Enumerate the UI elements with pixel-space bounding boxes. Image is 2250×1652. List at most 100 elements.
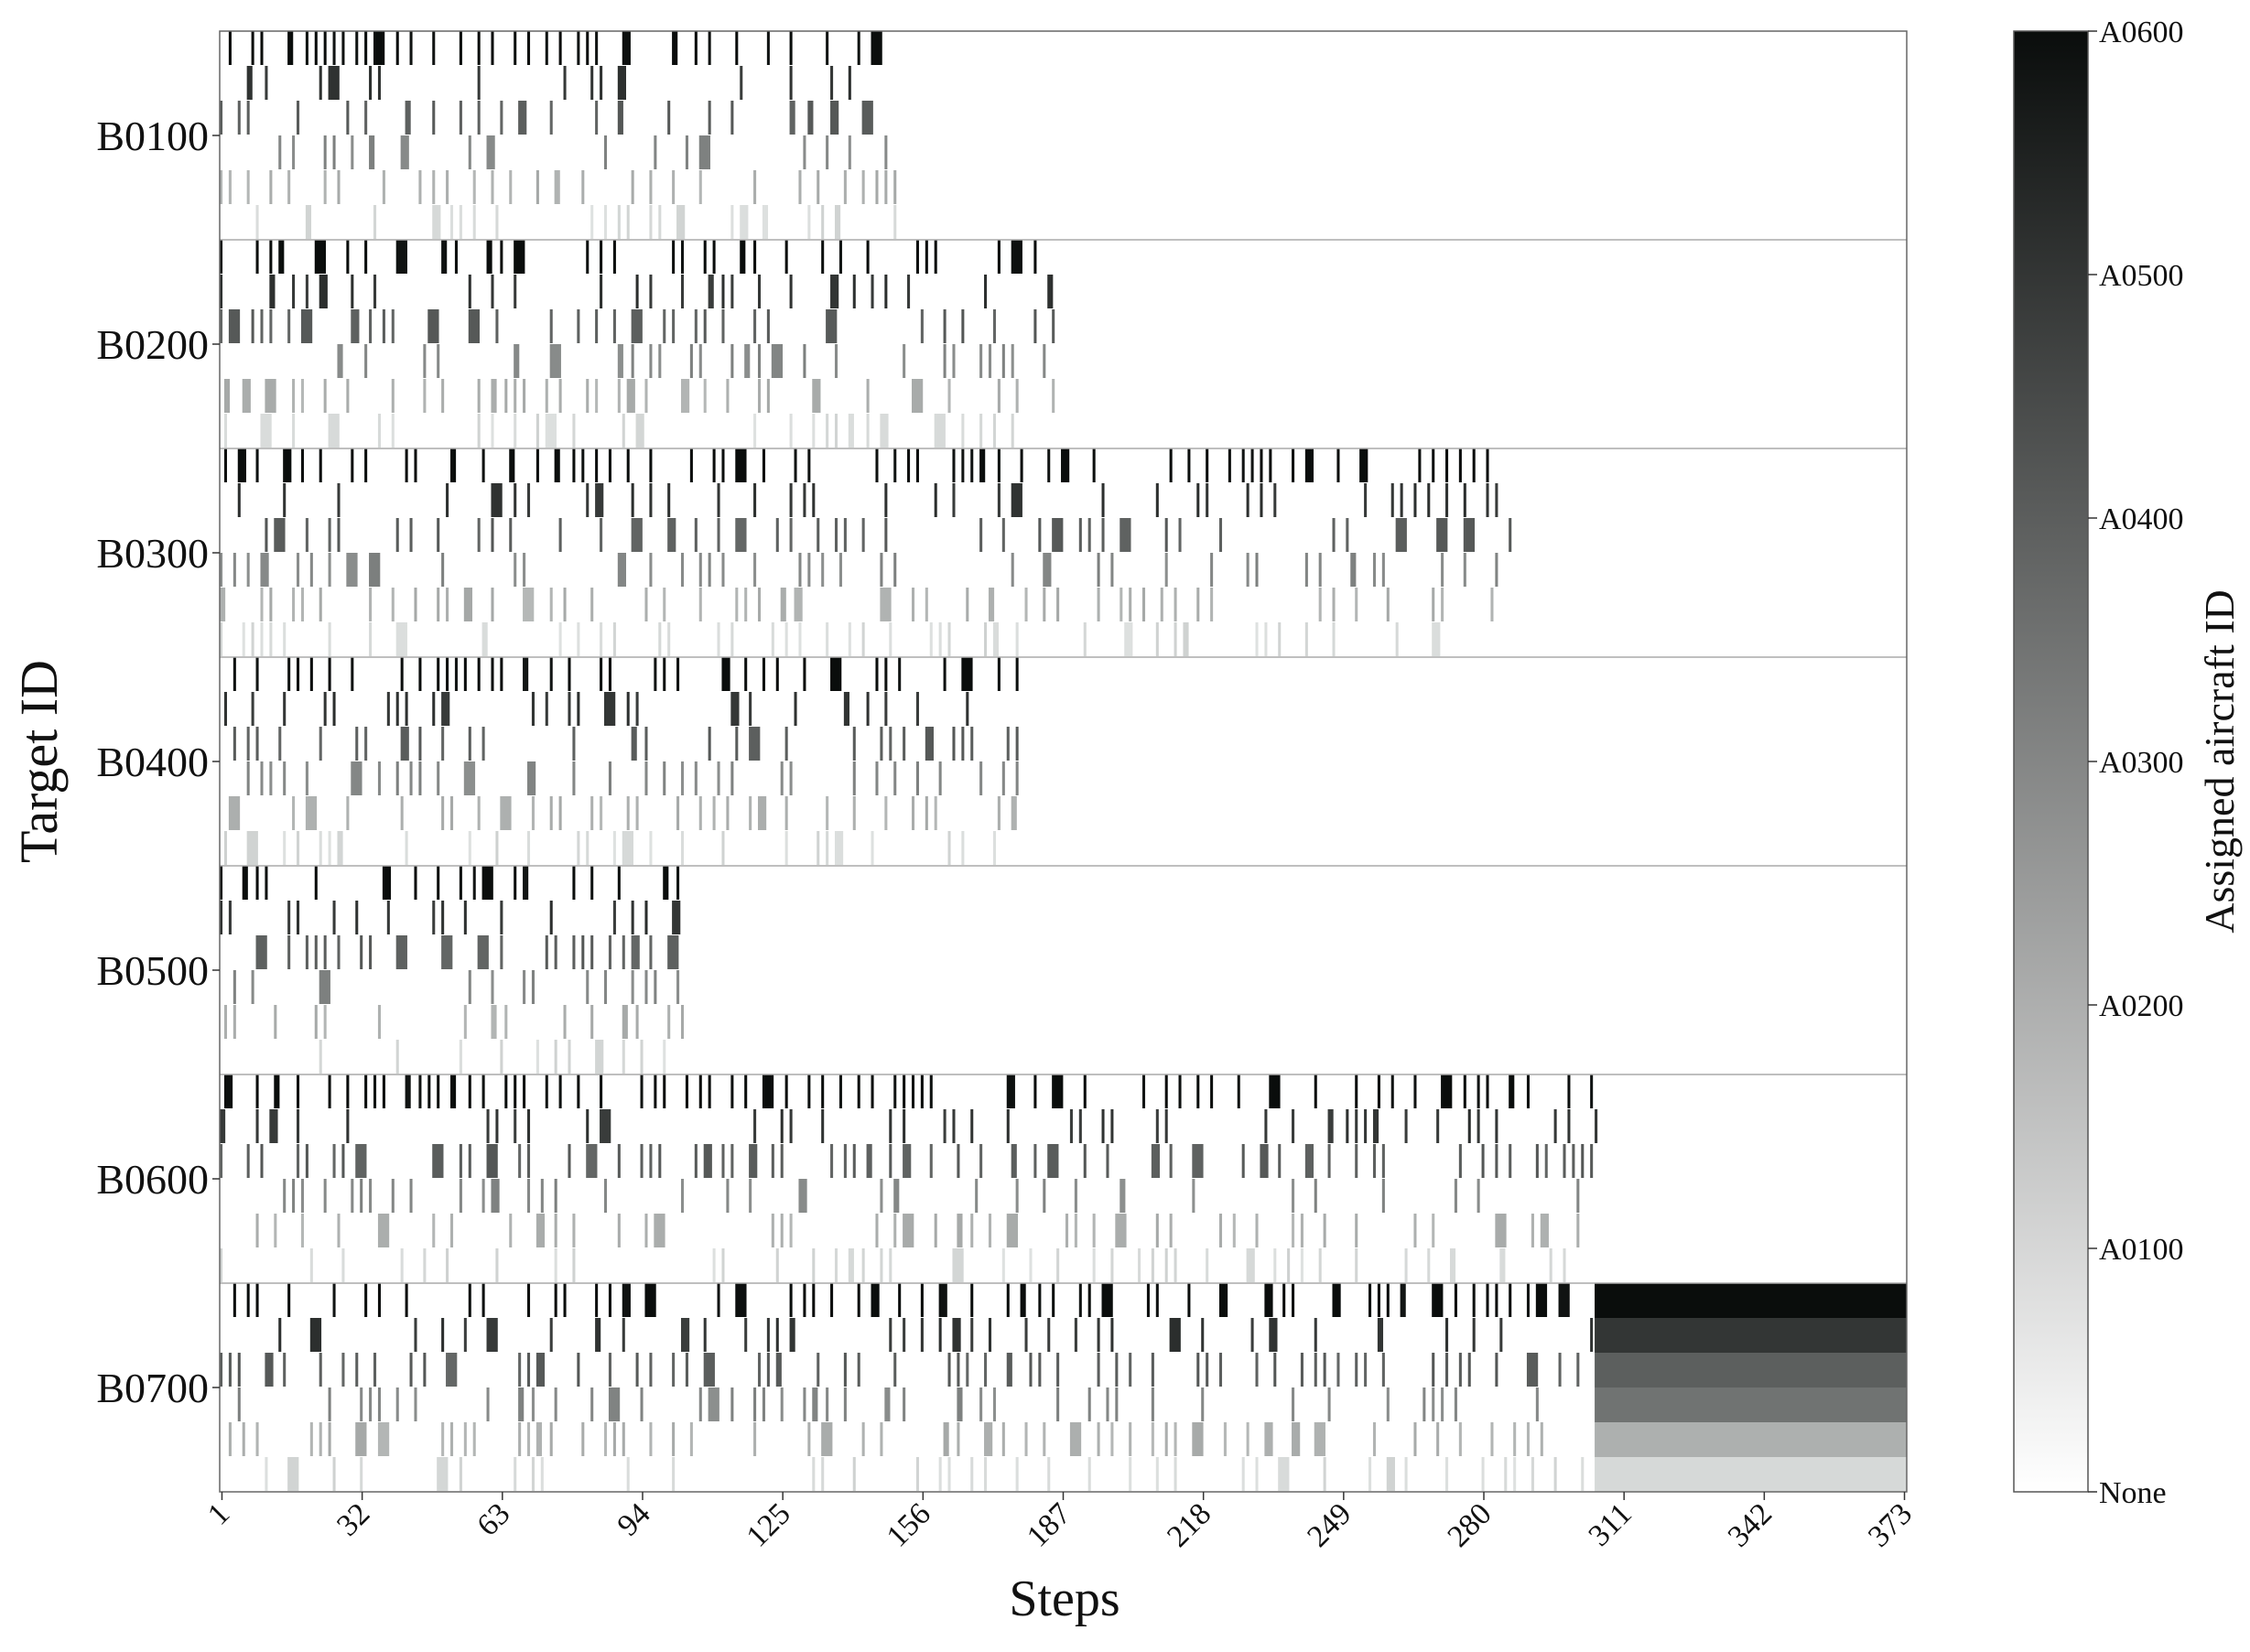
assignment-cell [943,309,947,343]
x-tick-label: 280 [1441,1496,1498,1553]
assignment-cell [1336,448,1340,482]
assignment-cell [784,796,788,830]
assignment-cell [572,935,576,969]
assignment-cell [590,1387,594,1421]
assignment-cell [432,101,436,135]
assignment-cell [346,379,350,413]
assignment-cell [535,170,539,204]
assignment-cell [577,309,580,343]
assignment-cell [830,1283,834,1317]
assignment-cell [694,761,698,795]
assignment-cell [603,1179,608,1213]
assignment-cell [1273,1248,1277,1282]
assignment-cell [1169,448,1173,482]
assignment-cell [1495,1353,1498,1387]
assignment-cell [595,101,599,135]
assignment-cell [558,796,562,830]
assignment-cell [943,1109,947,1143]
assignment-cell [812,1457,816,1491]
assignment-cell [563,1005,567,1039]
assignment-cell [1454,1283,1457,1317]
assignment-cell [721,448,725,482]
x-tick-label: 311 [1583,1496,1639,1552]
assignment-cell [223,831,227,865]
assignment-cell [260,1144,264,1178]
assignment-cell [1381,553,1385,587]
assignment-cell [735,518,747,552]
assignment-cell [957,1422,960,1456]
assignment-cell [1553,1457,1557,1491]
assignment-cell [622,31,631,65]
assignment-cell [595,1318,601,1352]
assignment-cell [554,1040,557,1074]
assignment-cell [1292,1109,1295,1143]
assignment-cell [305,761,308,795]
assignment-cell [441,692,450,726]
assignment-cell [386,901,390,934]
assignment-cell [287,901,291,934]
assignment-cell [255,727,259,761]
assignment-cell [821,1457,825,1491]
assignment-cell [1078,1109,1082,1143]
assignment-cell [500,935,503,969]
assignment-cell [446,1353,458,1387]
assignment-cell [603,692,616,726]
assignment-cell [558,622,562,656]
assignment-cell [1155,1214,1159,1247]
assignment-cell [871,1283,880,1317]
assignment-cell [1241,448,1245,482]
assignment-cell [821,240,825,274]
assignment-cell [1300,1214,1303,1247]
assignment-cell [848,414,854,448]
assignment-cell [369,135,375,169]
assignment-cell [1535,1387,1539,1421]
assignment-cell [600,796,603,830]
assignment-cell [938,1457,942,1491]
assignment-cell [1255,553,1259,587]
assignment-cell [988,1214,992,1247]
assignment-cell [649,483,653,517]
assignment-cell [730,344,734,378]
assignment-cell [1183,622,1189,656]
assignment-cell [1001,1248,1005,1282]
assignment-cell [1558,1283,1570,1317]
assignment-cell [1563,1248,1566,1282]
assignment-cell [454,240,458,274]
assignment-cell [663,309,666,343]
assignment-cell [1011,1144,1017,1178]
assignment-cell [826,309,838,343]
assignment-cell [586,483,590,517]
assignment-cell [834,414,838,448]
assignment-cell [459,31,462,65]
assignment-cell [535,448,539,482]
assignment-cell [961,448,965,482]
assignment-cell [672,901,681,934]
assignment-cell [477,796,481,830]
assignment-cell [1155,622,1159,656]
assignment-cell [391,588,395,621]
assignment-cell [654,970,657,1004]
assignment-cell [708,101,711,135]
assignment-cell [446,1248,449,1282]
assignment-cell [784,831,788,865]
assignment-cell [287,1283,291,1317]
assignment-cell [523,657,529,691]
assignment-cell [486,240,492,274]
assignment-cell [1364,1353,1368,1387]
assignment-cell [1413,483,1417,517]
assignment-cell [721,1248,725,1282]
assignment-cell [852,727,856,761]
assignment-cell [437,657,440,691]
assignment-cell [1445,1318,1449,1352]
assignment-cell [717,1283,720,1317]
assignment-cell [554,1214,557,1247]
assignment-cell [1129,1353,1132,1387]
assignment-cell [459,1144,462,1178]
assignment-cell [481,866,493,900]
assignment-cell [414,1387,417,1421]
assignment-cell [938,1318,942,1352]
assignment-cell [608,935,611,969]
assignment-cell [427,1074,431,1108]
assignment-cell [1246,1422,1249,1456]
assignment-cell [970,1214,974,1247]
